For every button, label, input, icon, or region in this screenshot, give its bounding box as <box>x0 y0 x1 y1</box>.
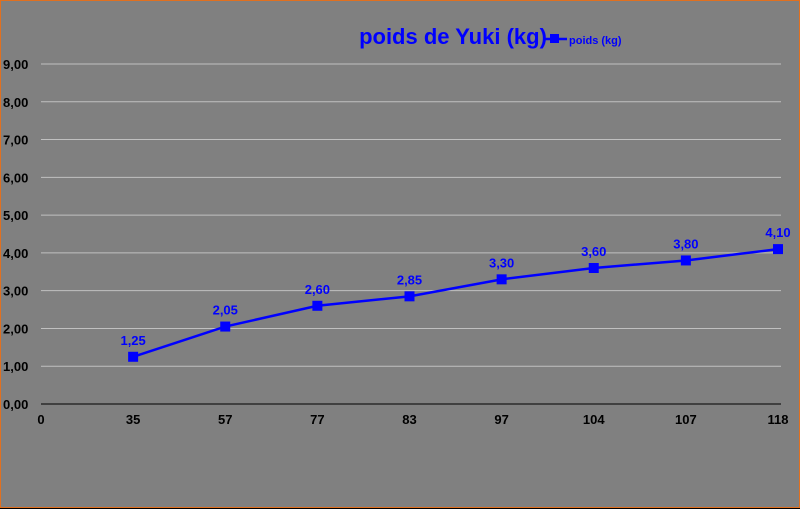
data-label: 3,60 <box>581 244 606 259</box>
data-label: 2,60 <box>305 282 330 297</box>
data-point <box>588 263 599 273</box>
data-point <box>220 321 231 332</box>
y-tick-label: 5,00 <box>3 208 28 223</box>
y-tick-label: 9,00 <box>3 57 28 72</box>
y-tick-label: 7,00 <box>3 133 28 148</box>
x-tick-label: 77 <box>310 412 324 427</box>
x-tick-label: 97 <box>494 412 508 427</box>
legend-marker <box>550 34 559 43</box>
x-tick-label: 0 <box>37 412 44 427</box>
data-label: 4,10 <box>765 225 790 240</box>
data-point <box>404 291 415 302</box>
y-axis: 0,00 1,00 2,00 3,00 4,00 5,00 6,00 7,00 8,00 9,00 <box>3 57 28 412</box>
series-poids <box>128 244 783 362</box>
data-point <box>496 274 507 285</box>
chart-title: poids de Yuki (kg) <box>359 24 547 49</box>
data-label: 2,05 <box>213 303 238 318</box>
x-tick-label: 118 <box>768 412 789 427</box>
x-tick-label: 107 <box>675 412 697 427</box>
x-tick-label: 104 <box>583 412 605 427</box>
data-point <box>128 351 139 362</box>
gridlines <box>41 63 781 367</box>
x-axis: 0 35 57 77 83 97 104 107 118 <box>37 403 789 427</box>
y-tick-label: 1,00 <box>3 359 28 374</box>
data-labels: 1,25 2,05 2,60 2,85 3,30 3,60 3,80 4,10 <box>120 225 790 348</box>
legend-label: poids (kg) <box>569 35 622 47</box>
x-tick-label: 83 <box>402 412 416 427</box>
y-tick-label: 8,00 <box>3 95 28 110</box>
data-point <box>773 244 783 255</box>
data-point <box>312 300 323 311</box>
data-point <box>680 255 691 266</box>
data-label: 3,80 <box>673 236 698 251</box>
data-label: 3,30 <box>489 255 514 270</box>
x-tick-label: 35 <box>126 412 140 427</box>
y-tick-label: 3,00 <box>3 284 28 299</box>
y-tick-label: 6,00 <box>3 170 28 185</box>
series-line <box>132 247 779 358</box>
y-tick-label: 0,00 <box>3 397 28 412</box>
data-label: 2,85 <box>397 272 422 287</box>
y-tick-label: 2,00 <box>3 321 28 336</box>
x-tick-label: 57 <box>218 412 232 427</box>
data-label: 1,25 <box>120 333 145 348</box>
y-tick-label: 4,00 <box>3 246 28 261</box>
legend: poids (kg) <box>544 34 622 47</box>
